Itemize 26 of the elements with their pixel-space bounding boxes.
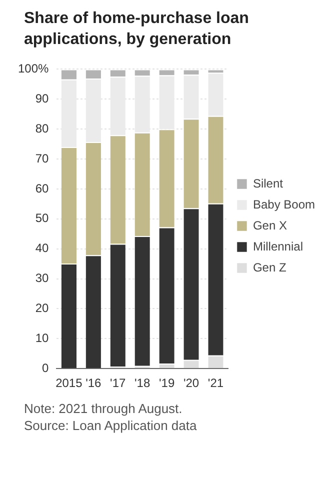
y-tick-label: 90 (35, 91, 50, 106)
x-tick-label: '17 (110, 376, 126, 390)
x-tick-label: '21 (208, 376, 224, 390)
y-tick-label: 60 (35, 181, 50, 196)
y-tick-label: 50 (35, 211, 50, 226)
legend-label: Gen X (252, 218, 287, 232)
legend-label: Baby Boom (252, 197, 316, 212)
y-tick-label: 40 (35, 241, 50, 256)
legend-label: Silent (252, 176, 284, 190)
text: Note: 2021 through August. (24, 400, 184, 417)
y-tick-label: 20 (35, 301, 50, 316)
source-note: Source: Loan Application data (24, 417, 198, 434)
y-tick-label: 0 (42, 360, 50, 375)
x-tick-label: '19 (158, 376, 175, 390)
y-tick-label: 10 (35, 330, 50, 345)
x-tick-label: '16 (86, 376, 102, 390)
y-tick-label: 70 (35, 151, 50, 166)
y-tick-label: 80 (35, 121, 50, 136)
x-tick-label: 2015 (56, 376, 83, 390)
y-tick-label: 100% (18, 62, 50, 76)
x-tick-label: '18 (134, 376, 150, 390)
legend-label: Gen Z (252, 260, 286, 274)
x-tick-label: '20 (183, 376, 200, 390)
legend-label: Millennial (252, 239, 303, 254)
y-tick-label: 30 (35, 271, 50, 286)
chart-title: Share of home-purchase loan applications, by generation (23, 9, 250, 50)
